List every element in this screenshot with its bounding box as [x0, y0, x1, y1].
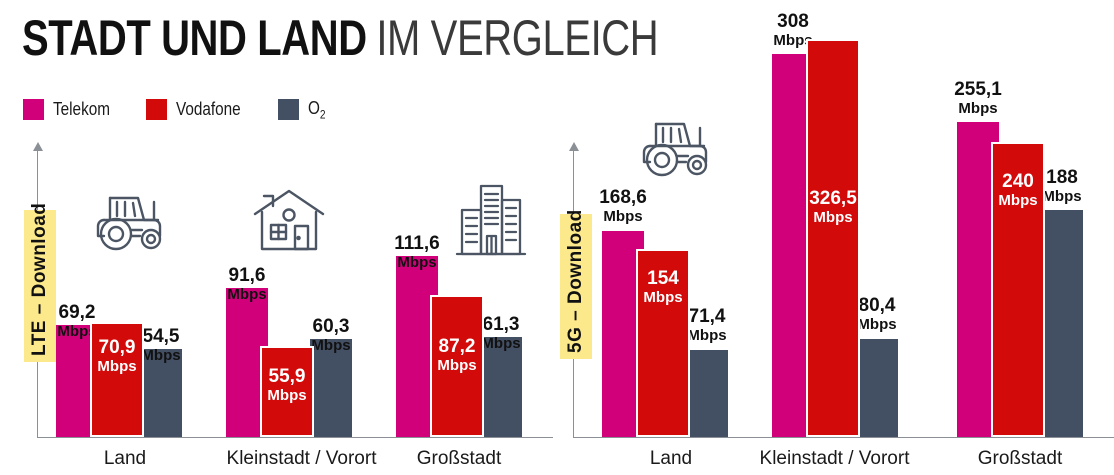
bar-value-lte-land-telekom: 69,2 Mbps: [57, 302, 97, 340]
bar-value-5g-land-o2: 71,4 Mbps: [687, 306, 727, 344]
group-label-5g-land: Land: [649, 448, 693, 469]
bar-5g-land-vodafone[interactable]: 154 Mbps: [636, 249, 690, 437]
buildings-icon: [455, 176, 527, 258]
legend-label-o2: O2: [308, 98, 326, 122]
lte-x-axis: [37, 437, 553, 439]
bar-lte-grossstadt-o2[interactable]: [480, 337, 522, 437]
bar-value-5g-kleinstadt-o2: 80,4 Mbps: [857, 295, 897, 333]
bar-value-5g-grossstadt-vodafone: 240 Mbps: [998, 171, 1038, 209]
legend-item-o2: O2: [278, 98, 329, 122]
legend-swatch-telekom: [23, 99, 44, 121]
tractor-icon: [636, 112, 718, 180]
bar-5g-kleinstadt-vodafone[interactable]: 326,5 Mbps: [806, 39, 860, 437]
page-title-light: IM VERGLEICH: [376, 10, 659, 66]
bar-5g-land-o2[interactable]: [686, 350, 728, 437]
fiveg-axis-label: 5G – Download: [560, 209, 592, 359]
page-title: STADT UND LAND IM VERGLEICH: [22, 10, 659, 66]
legend-label-telekom: Telekom: [53, 99, 110, 120]
bar-value-5g-land-vodafone: 154 Mbps: [643, 268, 683, 306]
group-label-5g-kleinstadt: Kleinstadt / Vorort: [759, 448, 910, 469]
bar-value-5g-grossstadt-o2: 188 Mbps: [1042, 167, 1082, 205]
bar-value-5g-kleinstadt-telekom: 308 Mbps: [773, 11, 813, 49]
panel-5g: 5G – Download: [556, 0, 1114, 475]
bar-lte-grossstadt-vodafone[interactable]: 87,2 Mbps: [430, 295, 484, 437]
fiveg-axis-arrow: [569, 142, 579, 151]
legend: Telekom Vodafone O2: [23, 98, 355, 122]
bar-lte-kleinstadt-o2[interactable]: [310, 339, 352, 437]
bar-value-5g-grossstadt-telekom: 255,1 Mbps: [954, 79, 1002, 117]
tractor-icon: [90, 186, 172, 254]
bar-value-lte-land-vodafone: 70,9 Mbps: [97, 337, 137, 375]
lte-axis-arrow: [33, 142, 43, 151]
page-title-bold: STADT UND LAND: [22, 10, 367, 66]
bar-lte-land-vodafone[interactable]: 70,9 Mbps: [90, 322, 144, 437]
bar-5g-grossstadt-vodafone[interactable]: 240 Mbps: [991, 142, 1045, 437]
bar-value-lte-kleinstadt-telekom: 91,6 Mbps: [227, 265, 267, 303]
legend-label-vodafone: Vodafone: [176, 99, 241, 120]
bar-lte-kleinstadt-vodafone[interactable]: 55,9 Mbps: [260, 346, 314, 437]
bar-value-lte-land-o2: 54,5 Mbps: [141, 326, 181, 364]
legend-item-telekom: Telekom: [23, 99, 120, 121]
bar-value-lte-kleinstadt-vodafone: 55,9 Mbps: [267, 366, 307, 404]
bar-5g-grossstadt-o2[interactable]: [1041, 210, 1083, 437]
bar-value-5g-kleinstadt-vodafone: 326,5 Mbps: [809, 188, 857, 226]
bar-value-lte-kleinstadt-o2: 60,3 Mbps: [311, 316, 351, 354]
group-label-lte-land: Land: [103, 448, 147, 469]
group-label-lte-kleinstadt: Kleinstadt / Vorort: [226, 448, 377, 469]
legend-label-o2-text: O: [308, 98, 321, 118]
panel-lte: LTE – Download: [0, 0, 556, 475]
bar-5g-kleinstadt-o2[interactable]: [856, 339, 898, 437]
bar-value-5g-land-telekom: 168,6 Mbps: [599, 187, 647, 225]
house-icon: [251, 186, 327, 254]
fiveg-x-axis: [573, 437, 1114, 439]
group-label-lte-grossstadt: Großstadt: [416, 448, 502, 469]
legend-swatch-o2: [278, 99, 300, 121]
group-label-5g-grossstadt: Großstadt: [977, 448, 1063, 469]
legend-item-vodafone: Vodafone: [146, 99, 252, 121]
bar-value-lte-grossstadt-telekom: 111,6 Mbps: [394, 233, 440, 271]
bar-value-lte-grossstadt-vodafone: 87,2 Mbps: [437, 336, 477, 374]
bar-value-lte-grossstadt-o2: 61,3 Mbps: [481, 314, 521, 352]
bar-lte-land-o2[interactable]: [140, 349, 182, 437]
legend-swatch-vodafone: [146, 99, 168, 121]
